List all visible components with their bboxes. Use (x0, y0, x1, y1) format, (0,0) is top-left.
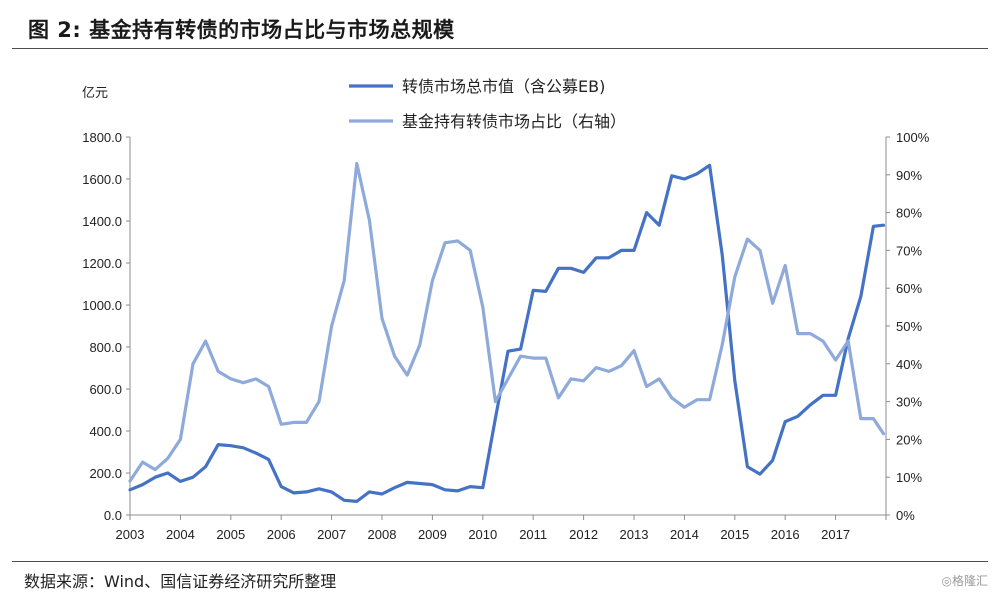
left-tick-label: 1600.0 (82, 172, 122, 187)
x-tick-label: 2004 (166, 527, 195, 542)
left-tick-label: 1400.0 (82, 214, 122, 229)
series-layer (128, 161, 886, 503)
x-tick-label: 2013 (620, 527, 649, 542)
left-tick-label: 400.0 (89, 424, 122, 439)
right-tick-label: 90% (896, 168, 922, 183)
x-tick-label: 2011 (519, 527, 547, 542)
right-tick-label: 10% (896, 470, 922, 485)
fund-share-line (128, 161, 886, 483)
source-note: 数据来源：Wind、国信证券经济研究所整理 (24, 572, 337, 591)
legend-label: 基金持有转债市场占比（右轴） (402, 112, 626, 131)
right-tick-label: 100% (896, 130, 930, 145)
legend: 转债市场总市值（含公募EB) 基金持有转债市场占比（右轴） (349, 77, 626, 131)
x-tick-label: 2010 (468, 527, 497, 542)
x-tick-label: 2015 (720, 527, 749, 542)
right-tick-label: 20% (896, 432, 922, 447)
watermark: ◎格隆汇 (941, 574, 988, 588)
right-tick-label: 70% (896, 243, 922, 258)
x-tick-label: 2009 (418, 527, 447, 542)
left-tick-label: 1200.0 (82, 256, 122, 271)
market-value-line (128, 163, 886, 503)
x-tick-label: 2008 (368, 527, 397, 542)
chart-title: 图 2: 基金持有转债的市场占比与市场总规模 (28, 18, 455, 42)
x-tick-label: 2017 (821, 527, 850, 542)
right-tick-label: 80% (896, 206, 922, 221)
left-tick-label: 800.0 (89, 340, 122, 355)
x-tick-label: 2003 (116, 527, 145, 542)
x-tick-label: 2014 (670, 527, 699, 542)
right-tick-label: 30% (896, 395, 922, 410)
x-tick-label: 2006 (267, 527, 296, 542)
x-tick-label: 2012 (569, 527, 598, 542)
right-tick-label: 40% (896, 357, 922, 372)
x-tick-label: 2005 (216, 527, 245, 542)
left-tick-label: 600.0 (89, 382, 122, 397)
right-tick-label: 60% (896, 281, 922, 296)
x-tick-label: 2016 (771, 527, 800, 542)
x-tick-label: 2007 (317, 527, 346, 542)
left-tick-label: 1800.0 (82, 130, 122, 145)
right-tick-label: 0% (896, 508, 915, 523)
left-tick-label: 200.0 (89, 466, 122, 481)
right-tick-label: 50% (896, 319, 922, 334)
footer-divider (12, 561, 988, 562)
legend-label: 转债市场总市值（含公募EB) (402, 77, 605, 96)
left-tick-label: 0.0 (104, 508, 122, 523)
left-tick-label: 1000.0 (82, 298, 122, 313)
axes-layer: 0.0 200.0 400.0 600.0 800.0 1000.0 1200.0 1400.… (82, 86, 930, 542)
title-divider (12, 48, 988, 49)
left-axis-unit: 亿元 (82, 86, 108, 101)
